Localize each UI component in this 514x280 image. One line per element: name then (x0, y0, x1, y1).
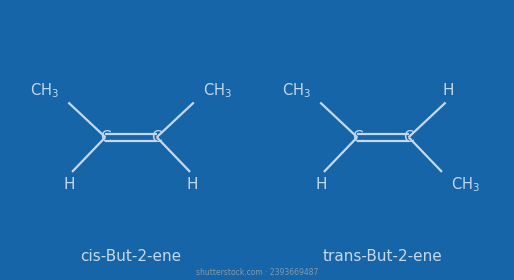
Text: C: C (352, 130, 362, 145)
Text: C: C (403, 130, 414, 145)
Text: trans-But-2-ene: trans-But-2-ene (323, 249, 443, 264)
Text: H: H (443, 83, 454, 98)
Text: shutterstock.com · 2393669487: shutterstock.com · 2393669487 (196, 268, 318, 277)
Text: C: C (152, 130, 162, 145)
Text: cis-But-2-ene: cis-But-2-ene (81, 249, 181, 264)
Text: CH$_3$: CH$_3$ (203, 81, 232, 99)
Text: H: H (64, 177, 75, 192)
Text: CH$_3$: CH$_3$ (282, 81, 311, 99)
Text: CH$_3$: CH$_3$ (30, 81, 59, 99)
Text: C: C (100, 130, 111, 145)
Text: H: H (316, 177, 327, 192)
Text: CH$_3$: CH$_3$ (451, 175, 480, 193)
Text: H: H (187, 177, 198, 192)
